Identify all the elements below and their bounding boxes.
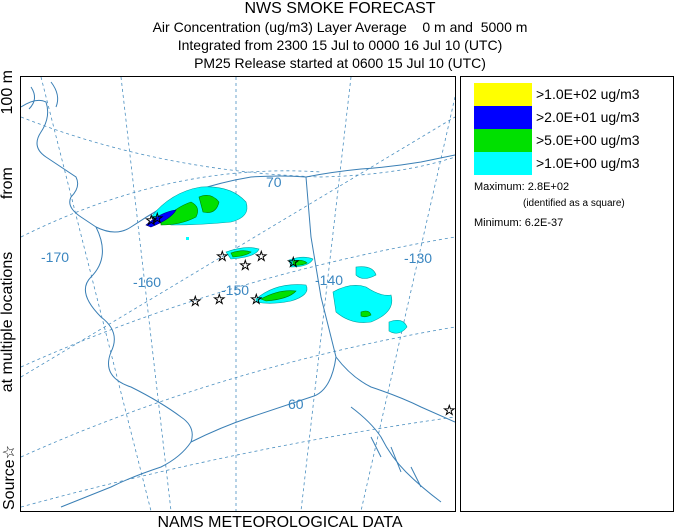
source-star-icon: ☆: [239, 258, 252, 274]
plume-green-north-b: [198, 195, 220, 213]
source-star-icon: ☆: [1, 444, 18, 460]
panhandle-coast: [350, 406, 442, 503]
source-star-icon: ☆: [151, 211, 164, 227]
smoke-map: ☆ ☆ ☆ ☆ ☆ ☆ ☆ ☆ ☆ ☆ -170 -160 -150 -140 …: [21, 77, 455, 511]
concentration-description: Air Concentration (ug/m3) Layer Average …: [152, 19, 528, 35]
integration-period: Integrated from 2300 15 Jul to 0000 16 J…: [177, 37, 503, 53]
plume-blue-north: [145, 209, 177, 228]
forecast-title: NWS SMOKE FORECAST: [244, 0, 436, 17]
plume-dot: [186, 237, 189, 240]
graticule-lat-60: [21, 326, 455, 458]
side-label-locations: at multiple locations: [0, 251, 16, 393]
panhandle-islands: [370, 436, 422, 488]
legend-swatch-cyan: [474, 152, 532, 175]
side-label-from: from: [0, 167, 16, 200]
source-star-icon: ☆: [287, 255, 300, 271]
source-markers: ☆ ☆ ☆ ☆ ☆ ☆ ☆ ☆ ☆ ☆: [145, 211, 455, 420]
lat-label-60: 60: [288, 396, 304, 412]
source-star-icon: ☆: [216, 249, 229, 265]
map-panel: ☆ ☆ ☆ ☆ ☆ ☆ ☆ ☆ ☆ ☆ -170 -160 -150 -140 …: [20, 76, 456, 512]
source-star-icon: ☆: [250, 292, 263, 308]
plume-green-far-east: [360, 310, 372, 318]
islands-north: [28, 81, 59, 110]
release-start: PM25 Release started at 0600 15 Jul 10 (…: [194, 55, 486, 71]
source-star-icon: ☆: [255, 249, 268, 265]
plume-green-south: [260, 290, 297, 302]
graticule: [21, 77, 455, 511]
graticule-lon-160: [120, 77, 172, 511]
lon-label-170: -170: [41, 249, 69, 265]
source-side-label: Source☆ at multiple locations from 100 m: [0, 70, 18, 510]
graticule-lat-75: [21, 116, 455, 178]
side-label-source-text: Source: [1, 459, 18, 510]
source-star-icon: ☆: [145, 213, 158, 229]
graticule-lon-130: [360, 96, 455, 511]
smoke-plumes: [145, 186, 408, 334]
coastline: [21, 81, 455, 508]
side-label-source: Source☆: [0, 444, 18, 510]
south-coast: [190, 356, 337, 443]
plume-cyan-far-east-c: [388, 320, 408, 334]
legend-maximum-note: (identified as a square): [523, 198, 625, 209]
source-star-icon: ☆: [443, 403, 455, 419]
graticule-lat-55: [21, 416, 455, 508]
met-data-label: NAMS METEOROLOGICAL DATA: [157, 514, 403, 531]
legend-entry: >2.0E+01 ug/m3: [474, 106, 670, 129]
lon-label-140: -140: [315, 272, 343, 288]
plume-cyan-far-east-b: [355, 266, 377, 279]
plume-cyan-far-east: [332, 285, 393, 323]
legend-label: >1.0E+00 ug/m3: [536, 155, 640, 171]
source-star-icon: ☆: [213, 292, 226, 308]
lon-label-130: -130: [404, 250, 432, 266]
graticule-diag: [21, 116, 455, 378]
graticule-lon-170: [40, 77, 152, 511]
legend-swatch-yellow: [474, 83, 532, 106]
legend-label: >1.0E+02 ug/m3: [536, 86, 640, 102]
plume-green-north: [160, 201, 198, 226]
legend-panel: >1.0E+02 ug/m3 >2.0E+01 ug/m3 >5.0E+00 u…: [460, 76, 674, 512]
graticule-lon-140: [300, 77, 352, 511]
plume-green-east: [292, 260, 308, 266]
graticule-labels: -170 -160 -150 -140 -130 70 60: [41, 174, 432, 412]
legend-entry: >5.0E+00 ug/m3: [474, 129, 670, 152]
graticule-lat-70a: [21, 170, 322, 238]
legend-entry: >1.0E+00 ug/m3: [474, 152, 670, 175]
lon-label-150: -150: [221, 282, 249, 298]
legend-label: >5.0E+00 ug/m3: [536, 132, 640, 148]
legend-label: >2.0E+01 ug/m3: [536, 109, 640, 125]
side-label-height: 100 m: [0, 70, 16, 115]
graticule-lat-65: [21, 236, 455, 368]
legend-minimum: Minimum: 6.2E-37: [474, 217, 564, 229]
legend-maximum: Maximum: 2.8E+02: [474, 181, 570, 193]
legend-swatch-blue: [474, 106, 532, 129]
legend-entry: >1.0E+02 ug/m3: [474, 83, 670, 106]
legend-swatch-green: [474, 129, 532, 152]
lon-label-160: -160: [133, 274, 161, 290]
plume-green-mid: [230, 250, 252, 258]
source-star-icon: ☆: [189, 294, 202, 310]
lat-label-70: 70: [266, 174, 282, 190]
west-coast: [60, 226, 193, 508]
